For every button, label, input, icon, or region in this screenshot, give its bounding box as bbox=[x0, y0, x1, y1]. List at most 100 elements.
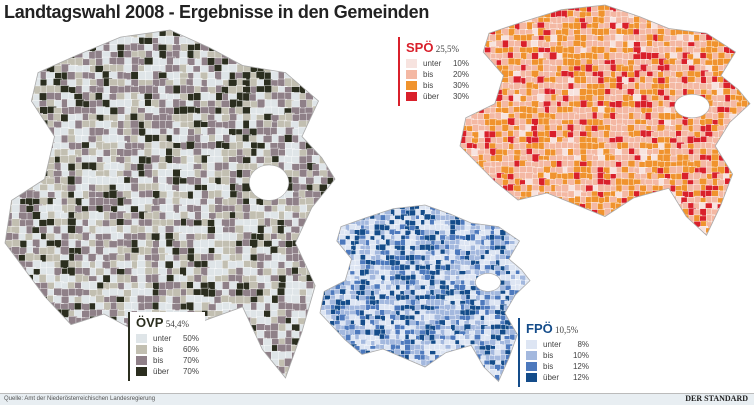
municipality bbox=[227, 324, 238, 335]
municipality bbox=[12, 282, 22, 292]
municipality bbox=[335, 209, 344, 217]
municipality bbox=[610, 220, 620, 229]
municipality bbox=[11, 268, 22, 278]
municipality bbox=[513, 221, 522, 231]
municipality bbox=[228, 366, 238, 376]
municipality bbox=[735, 22, 745, 31]
municipality bbox=[312, 211, 323, 221]
municipality bbox=[46, 372, 57, 378]
municipality bbox=[598, 219, 607, 229]
municipality bbox=[489, 70, 499, 79]
municipality bbox=[305, 79, 315, 89]
municipality bbox=[692, 124, 702, 133]
municipality bbox=[62, 380, 71, 389]
municipality bbox=[670, 5, 679, 13]
municipality bbox=[483, 83, 493, 93]
municipality bbox=[717, 29, 726, 38]
municipality bbox=[718, 5, 727, 14]
municipality bbox=[604, 221, 613, 230]
municipality bbox=[711, 221, 721, 230]
municipality bbox=[524, 229, 530, 238]
municipality bbox=[460, 155, 468, 164]
municipality bbox=[510, 218, 518, 227]
municipality bbox=[748, 161, 750, 170]
municipality bbox=[284, 371, 295, 378]
municipality bbox=[249, 379, 258, 388]
municipality bbox=[735, 5, 745, 14]
municipality bbox=[334, 113, 335, 124]
municipality bbox=[645, 232, 655, 236]
municipality bbox=[628, 5, 637, 13]
municipality bbox=[736, 172, 745, 181]
municipality bbox=[319, 78, 330, 88]
municipality bbox=[39, 366, 49, 376]
municipality bbox=[320, 371, 331, 378]
municipality bbox=[747, 64, 750, 74]
municipality bbox=[5, 106, 16, 116]
municipality bbox=[320, 344, 331, 355]
municipality bbox=[278, 44, 288, 54]
municipality bbox=[88, 30, 98, 41]
municipality bbox=[68, 364, 79, 375]
municipality bbox=[305, 64, 315, 75]
municipality bbox=[339, 254, 347, 262]
municipality bbox=[40, 148, 50, 158]
municipality bbox=[460, 15, 468, 25]
municipality bbox=[742, 154, 750, 163]
municipality bbox=[735, 178, 745, 187]
municipality bbox=[478, 77, 487, 86]
municipality bbox=[682, 21, 691, 31]
municipality bbox=[538, 209, 547, 218]
municipality bbox=[12, 310, 22, 320]
municipality bbox=[477, 5, 486, 14]
municipality bbox=[333, 99, 335, 110]
municipality bbox=[47, 345, 57, 355]
municipality bbox=[657, 227, 667, 236]
municipality bbox=[67, 324, 78, 334]
municipality bbox=[717, 208, 727, 217]
municipality bbox=[489, 209, 497, 217]
municipality bbox=[192, 190, 203, 200]
municipality bbox=[495, 203, 505, 212]
municipality bbox=[338, 209, 347, 217]
municipality bbox=[257, 51, 267, 61]
municipality bbox=[628, 220, 637, 230]
municipality bbox=[332, 373, 335, 378]
municipality bbox=[664, 232, 673, 236]
municipality bbox=[60, 373, 70, 378]
municipality bbox=[531, 5, 540, 14]
municipality bbox=[680, 214, 690, 224]
municipality bbox=[45, 365, 56, 375]
municipality bbox=[320, 205, 328, 213]
municipality bbox=[88, 37, 98, 47]
municipality bbox=[736, 112, 745, 122]
municipality bbox=[200, 381, 209, 390]
municipality bbox=[117, 359, 128, 369]
municipality bbox=[327, 211, 335, 221]
municipality bbox=[271, 373, 281, 378]
municipality bbox=[748, 77, 750, 87]
municipality bbox=[514, 205, 523, 213]
municipality bbox=[220, 176, 231, 186]
municipality bbox=[320, 255, 329, 263]
municipality bbox=[645, 196, 655, 205]
municipality bbox=[276, 30, 287, 41]
municipality bbox=[466, 23, 476, 32]
municipality bbox=[312, 37, 323, 48]
municipality bbox=[54, 344, 64, 354]
municipality bbox=[228, 358, 238, 368]
municipality bbox=[264, 50, 275, 60]
municipality bbox=[327, 253, 335, 264]
municipality bbox=[471, 191, 481, 201]
municipality bbox=[477, 17, 486, 26]
municipality bbox=[466, 166, 476, 176]
municipality bbox=[633, 196, 642, 206]
municipality bbox=[748, 179, 750, 188]
municipality bbox=[257, 380, 266, 389]
municipality bbox=[723, 130, 732, 139]
municipality bbox=[471, 179, 481, 189]
municipality bbox=[319, 219, 329, 230]
municipality bbox=[334, 345, 335, 355]
municipality bbox=[270, 381, 279, 390]
municipality bbox=[235, 357, 245, 368]
